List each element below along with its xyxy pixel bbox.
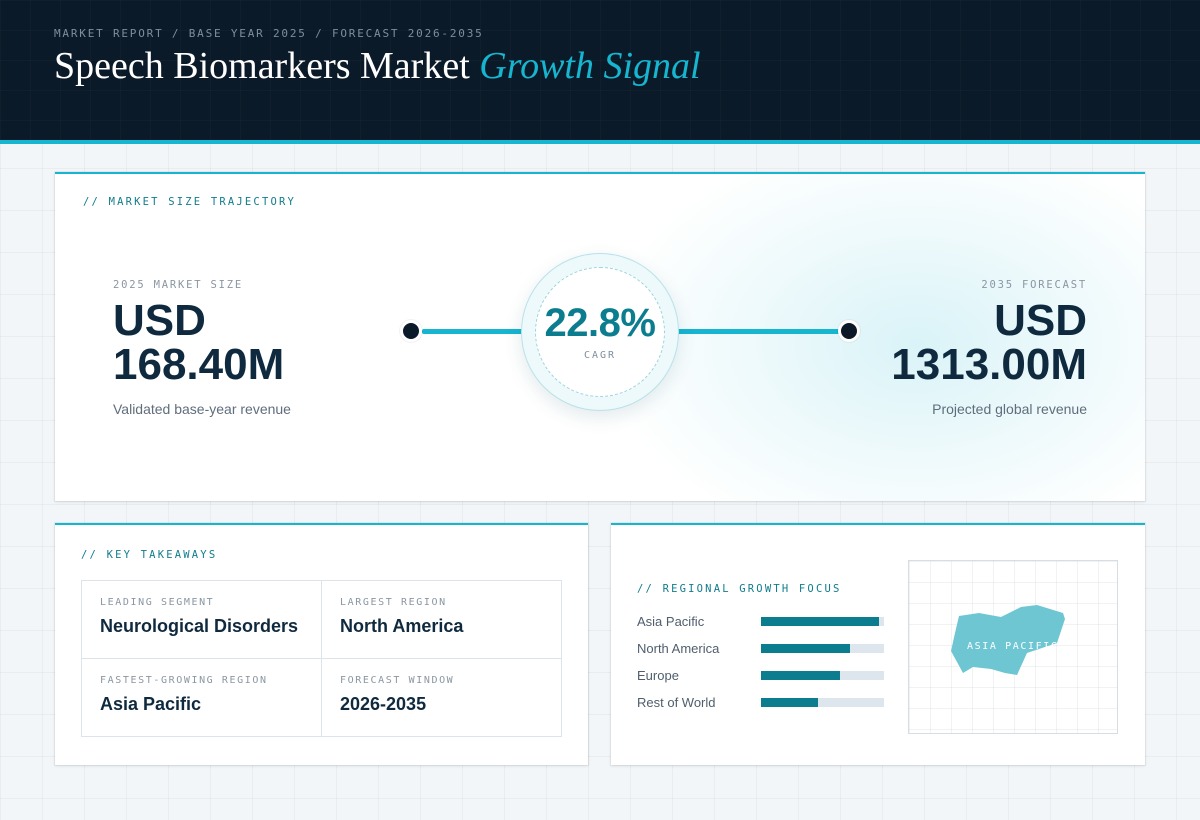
trajectory-section-label: // MARKET SIZE TRAJECTORY <box>83 196 297 208</box>
takeaways-section-label: // KEY TAKEAWAYS <box>81 549 218 561</box>
start-label: 2025 MARKET SIZE <box>113 279 243 291</box>
takeaway-value: Asia Pacific <box>100 694 202 714</box>
report-header: MARKET REPORT / BASE YEAR 2025 / FORECAS… <box>0 0 1200 140</box>
takeaway-label: FASTEST-GROWING REGION <box>100 675 268 686</box>
takeaway-label: LARGEST REGION <box>340 597 447 608</box>
takeaway-leading-segment: LEADING SEGMENT Neurological Disorders <box>82 581 322 659</box>
region-bar-fill <box>761 671 840 680</box>
start-note: Validated base-year revenue <box>113 401 291 417</box>
takeaway-value: Neurological Disorders <box>100 616 299 636</box>
region-bar-row: North America <box>637 641 887 657</box>
region-bar-row: Europe <box>637 668 887 684</box>
region-name: North America <box>637 641 720 656</box>
takeaway-label: FORECAST WINDOW <box>340 675 455 686</box>
regional-growth-focus-card: // REGIONAL GROWTH FOCUS Asia Pacific No… <box>611 523 1145 765</box>
region-bar-row: Asia Pacific <box>637 614 887 630</box>
start-marker-dot <box>400 320 422 342</box>
title-main: Speech Biomarkers Market <box>54 45 470 87</box>
cagr-inner-circle: 22.8% CAGR <box>535 267 665 397</box>
end-value: USD 1313.00M <box>891 299 1087 387</box>
header-accent-rule <box>0 140 1200 144</box>
region-name: Asia Pacific <box>637 614 705 629</box>
region-bar-track <box>761 698 884 707</box>
title-accent: Growth Signal <box>479 45 701 87</box>
map-region-label: ASIA PACIFIC <box>967 641 1059 652</box>
end-amount: 1313.00M <box>891 340 1087 389</box>
end-currency: USD <box>994 296 1087 345</box>
start-currency: USD <box>113 296 206 345</box>
page-title: Speech Biomarkers Market Growth Signal <box>54 44 701 88</box>
start-amount: 168.40M <box>113 340 285 389</box>
end-label: 2035 FORECAST <box>981 279 1087 291</box>
market-size-trajectory-card: // MARKET SIZE TRAJECTORY 2025 MARKET SI… <box>55 172 1145 501</box>
region-bar-fill <box>761 644 850 653</box>
region-name: Rest of World <box>637 695 716 710</box>
region-bar-track <box>761 644 884 653</box>
region-bar-track <box>761 617 884 626</box>
end-market-size: 2035 FORECAST USD 1313.00M Projected glo… <box>891 279 1087 417</box>
asia-pacific-map-shape <box>951 605 1065 675</box>
takeaway-value: North America <box>340 616 464 636</box>
takeaway-forecast-window: FORECAST WINDOW 2026-2035 <box>322 659 562 736</box>
region-map: ASIA PACIFIC <box>908 560 1118 734</box>
region-bar-row: Rest of World <box>637 695 887 711</box>
end-marker-dot <box>838 320 860 342</box>
start-market-size: 2025 MARKET SIZE USD 168.40M Validated b… <box>113 279 291 417</box>
region-bar-fill <box>761 698 818 707</box>
asia-pacific-region-shape <box>951 605 1065 675</box>
trajectory-line-left <box>422 329 542 334</box>
cagr-badge: 22.8% CAGR <box>521 253 679 411</box>
start-value: USD 168.40M <box>113 299 291 387</box>
report-kicker: MARKET REPORT / BASE YEAR 2025 / FORECAS… <box>54 27 484 40</box>
region-bar-fill <box>761 617 880 626</box>
regional-section-label: // REGIONAL GROWTH FOCUS <box>637 583 842 595</box>
trajectory-line-right <box>660 329 847 334</box>
takeaways-grid: LEADING SEGMENT Neurological Disorders L… <box>81 580 562 737</box>
cagr-label: CAGR <box>583 350 617 361</box>
takeaway-fastest-growing-region: FASTEST-GROWING REGION Asia Pacific <box>82 659 322 736</box>
takeaway-label: LEADING SEGMENT <box>100 597 215 608</box>
cagr-value: 22.8% <box>544 301 656 345</box>
key-takeaways-card: // KEY TAKEAWAYS LEADING SEGMENT Neurolo… <box>55 523 588 765</box>
end-note: Projected global revenue <box>932 401 1087 417</box>
region-bar-track <box>761 671 884 680</box>
region-name: Europe <box>637 668 679 683</box>
takeaway-value: 2026-2035 <box>340 694 427 714</box>
takeaway-largest-region: LARGEST REGION North America <box>322 581 562 659</box>
